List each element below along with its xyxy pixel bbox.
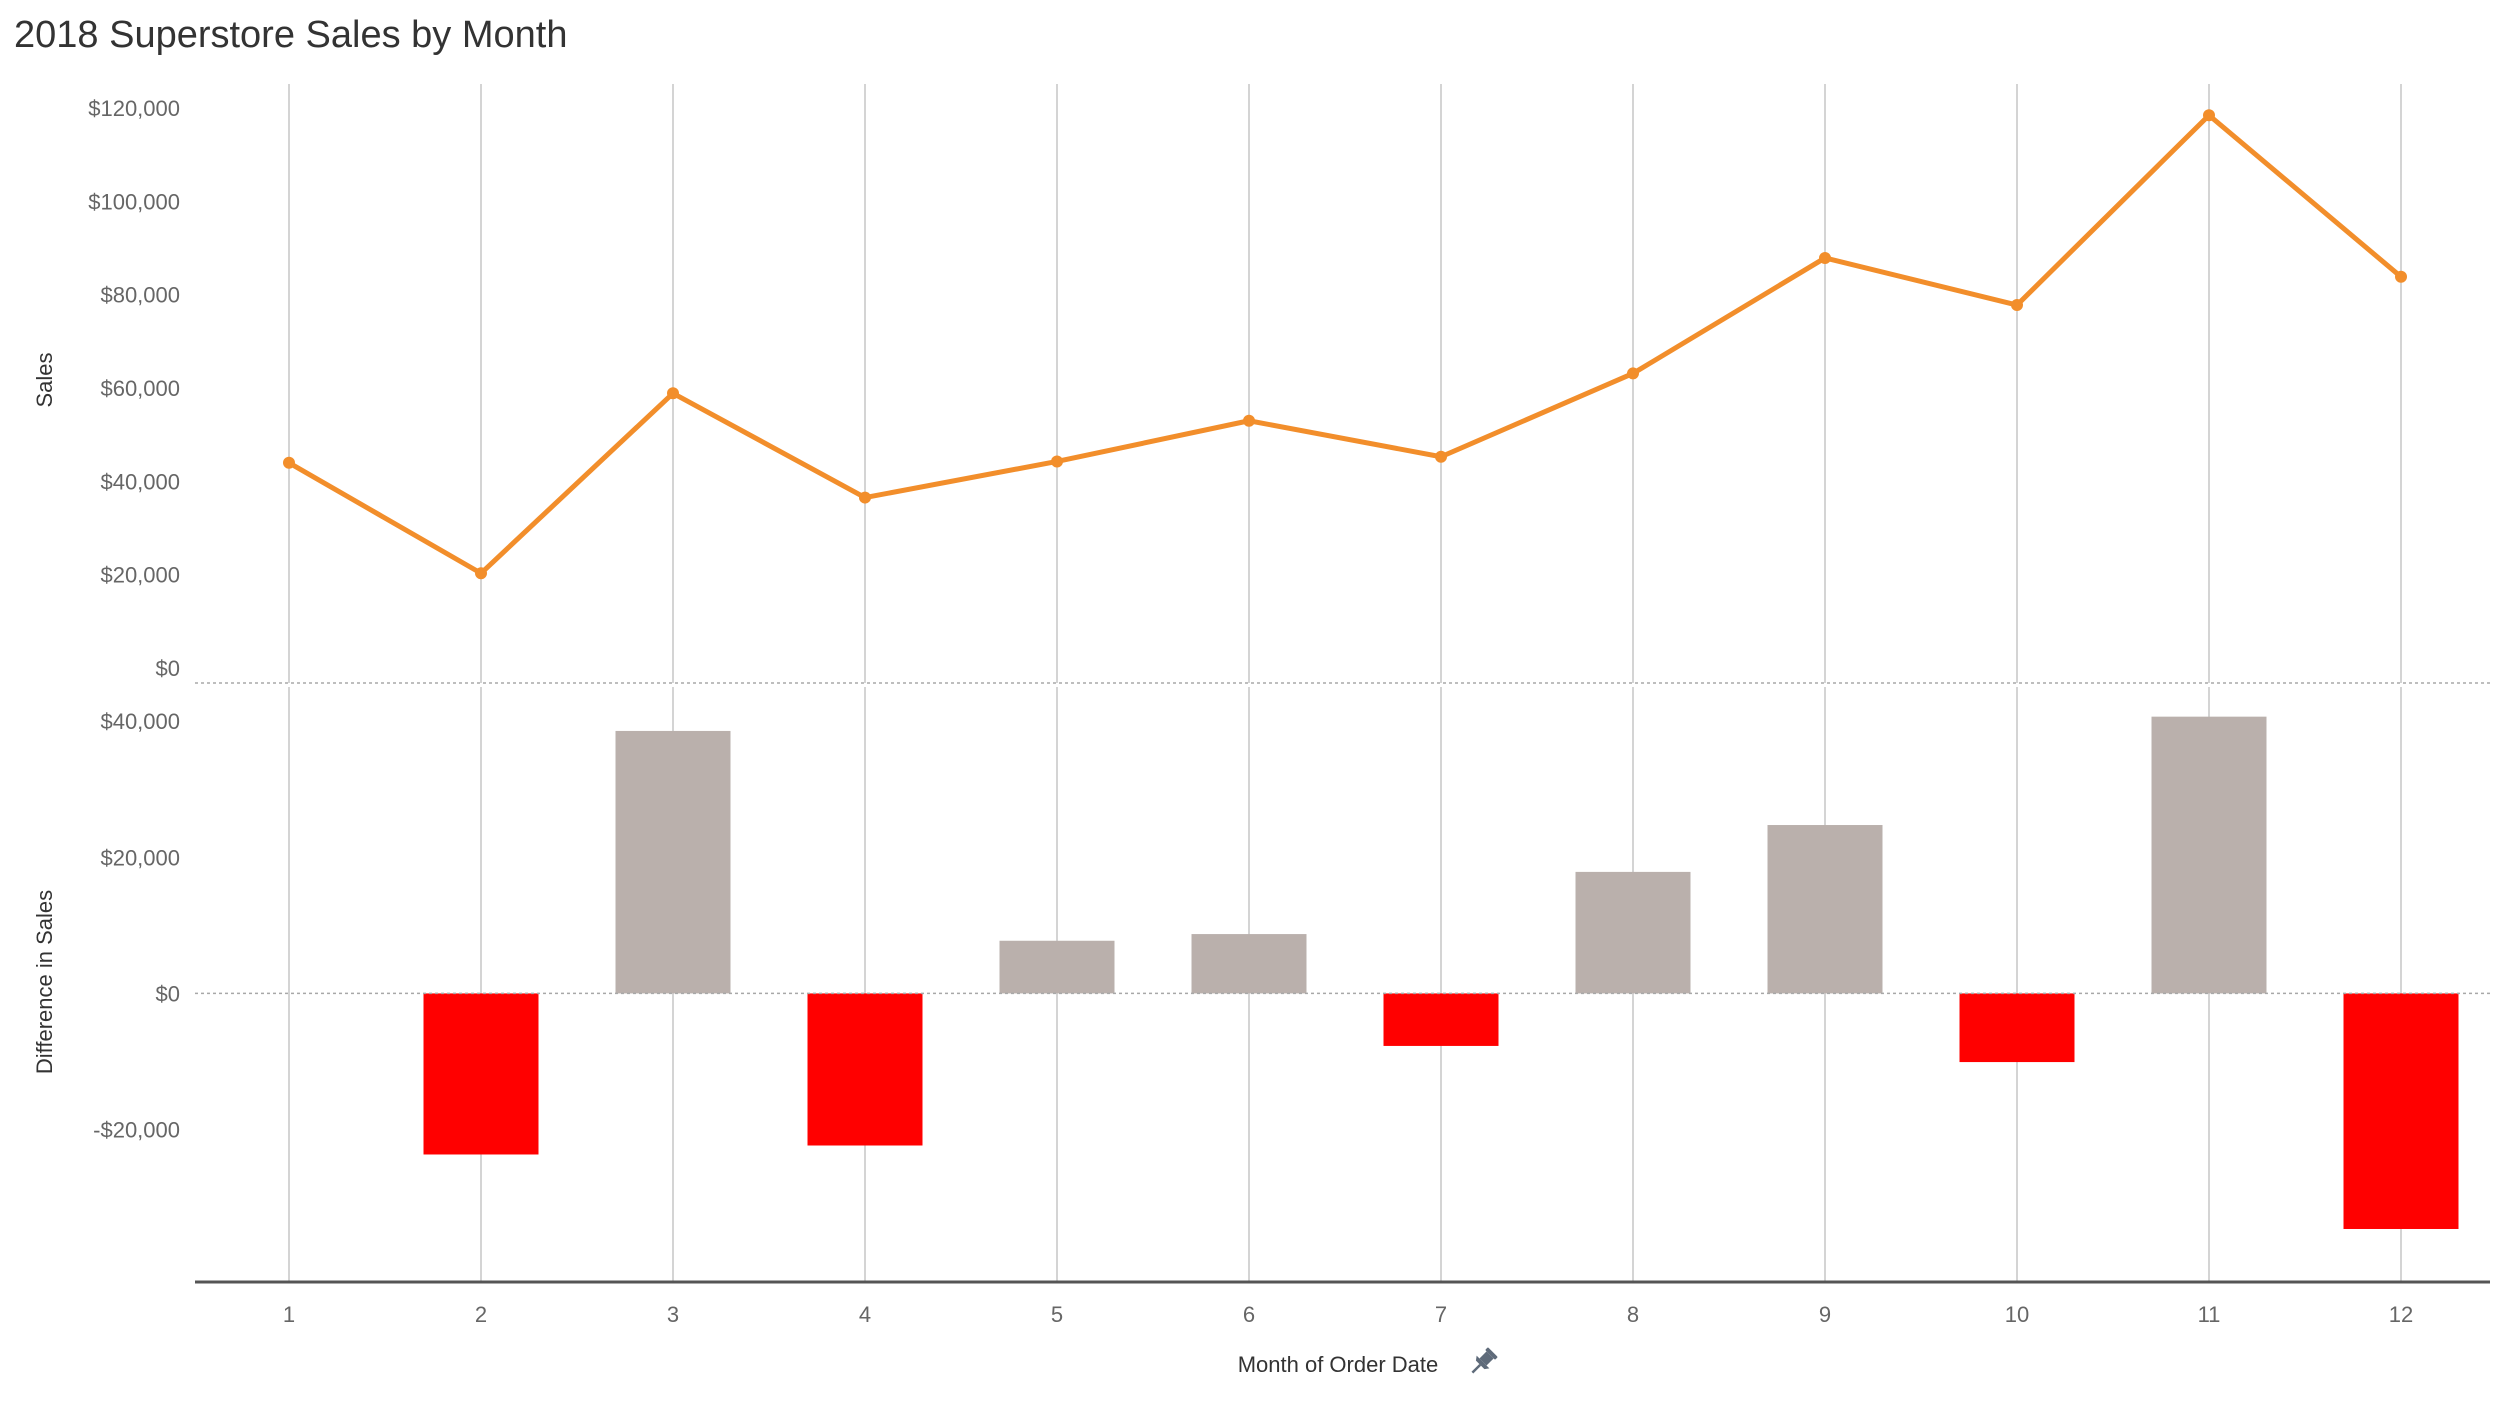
bar-month-3[interactable] <box>615 730 731 994</box>
sales-axis-title: Sales <box>32 352 57 407</box>
sales-axis-ticks: $0 $20,000 $40,000 $60,000 $80,000 $100,000 $1… <box>88 96 180 681</box>
x-tick-label: 4 <box>859 1302 871 1327</box>
sales-point-month-5[interactable] <box>1051 455 1063 468</box>
bar-month-7[interactable] <box>1383 993 1499 1046</box>
sales-point-month-4[interactable] <box>859 491 871 504</box>
sales-point-month-6[interactable] <box>1243 414 1255 427</box>
difference-axis-ticks: -$20,000 $0 $20,000 $40,000 <box>93 709 180 1142</box>
chart-title: 2018 Superstore Sales by Month <box>14 14 568 56</box>
difference-bars <box>423 716 2459 1229</box>
x-tick-label: 8 <box>1627 1302 1639 1327</box>
bar-month-12[interactable] <box>2343 993 2459 1229</box>
x-tick-label: 10 <box>2005 1302 2029 1327</box>
sales-point-month-12[interactable] <box>2395 270 2407 283</box>
x-tick-label: 7 <box>1435 1302 1447 1327</box>
sales-tick-label: $60,000 <box>100 376 180 401</box>
sales-point-month-2[interactable] <box>475 567 487 580</box>
x-axis-ticks: 1 2 3 4 5 6 7 8 9 10 11 12 <box>283 1302 2413 1327</box>
x-tick-label: 1 <box>283 1302 295 1327</box>
sales-tick-label: $120,000 <box>88 96 180 121</box>
bar-month-5[interactable] <box>999 940 1115 994</box>
x-axis-title: Month of Order Date <box>1238 1352 1439 1377</box>
pin-icon[interactable] <box>1466 1346 1499 1379</box>
difference-axis-title: Difference in Sales <box>32 890 57 1074</box>
bar-month-10[interactable] <box>1959 993 2075 1063</box>
pane-baselines <box>195 682 2490 1284</box>
difference-tick-label: -$20,000 <box>93 1118 180 1143</box>
sales-tick-label: $20,000 <box>100 563 180 588</box>
difference-tick-label: $40,000 <box>100 709 180 734</box>
x-tick-label: 3 <box>667 1302 679 1327</box>
sales-point-month-7[interactable] <box>1435 450 1447 463</box>
bar-month-11[interactable] <box>2151 716 2267 994</box>
bar-month-8[interactable] <box>1575 871 1691 994</box>
sales-point-month-11[interactable] <box>2203 109 2215 122</box>
sales-point-month-9[interactable] <box>1819 251 1831 264</box>
difference-tick-label: $0 <box>156 981 180 1006</box>
x-tick-label: 6 <box>1243 1302 1255 1327</box>
x-tick-label: 5 <box>1051 1302 1063 1327</box>
difference-tick-label: $20,000 <box>100 845 180 870</box>
sales-point-month-3[interactable] <box>667 387 679 400</box>
bar-month-9[interactable] <box>1767 825 1883 994</box>
sales-point-month-10[interactable] <box>2011 299 2023 312</box>
sales-tick-label: $0 <box>156 656 180 681</box>
sales-tick-label: $40,000 <box>100 469 180 494</box>
x-tick-label: 11 <box>2198 1302 2221 1327</box>
x-tick-label: 9 <box>1819 1302 1831 1327</box>
bar-month-4[interactable] <box>807 993 923 1146</box>
x-tick-label: 2 <box>475 1302 487 1327</box>
sales-line-series <box>283 109 2407 580</box>
sales-tick-label: $80,000 <box>100 283 180 308</box>
x-tick-label: 12 <box>2389 1302 2413 1327</box>
sales-point-month-1[interactable] <box>283 456 295 469</box>
sales-line <box>287 112 2403 576</box>
sales-tick-label: $100,000 <box>88 189 180 214</box>
sales-point-month-8[interactable] <box>1627 367 1639 380</box>
bar-month-6[interactable] <box>1191 934 1307 994</box>
bar-month-2[interactable] <box>423 993 539 1155</box>
